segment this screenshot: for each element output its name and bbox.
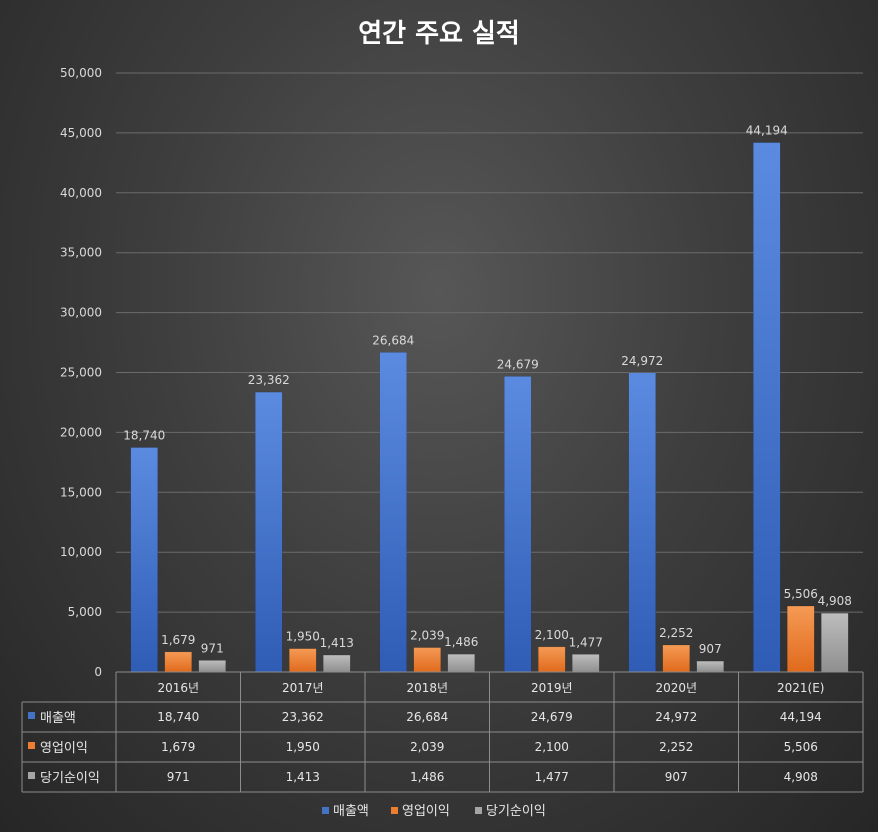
table-cell: 18,740: [157, 710, 199, 724]
data-label: 18,740: [123, 428, 165, 442]
category-label: 2019년: [531, 681, 573, 695]
table-cell: 44,194: [780, 710, 822, 724]
legend-label: 영업이익: [402, 804, 450, 819]
data-label: 2,252: [659, 626, 693, 640]
data-label: 1,413: [320, 636, 354, 650]
legend-key: [475, 807, 482, 814]
bar: [572, 654, 600, 673]
table-cell: 2,252: [659, 740, 693, 754]
y-axis-ticks: 0 5,000 10,000 15,000 20,000 25,000 30,000 35,0…: [60, 66, 102, 679]
table-cell: 4,908: [784, 770, 818, 784]
table-cell: 23,362: [282, 710, 324, 724]
data-label: 4,908: [818, 594, 852, 608]
table-cell: 1,679: [161, 740, 195, 754]
category-label: 2018년: [406, 681, 448, 695]
y-tick-label: 50,000: [60, 66, 102, 80]
bar: [504, 376, 532, 673]
table-legend-key: [28, 712, 35, 719]
table-series-label: 당기순이익: [40, 771, 100, 786]
data-label: 1,477: [569, 635, 603, 649]
bar: [821, 612, 849, 673]
data-label: 2,039: [410, 629, 444, 643]
table-cell: 24,679: [531, 710, 573, 724]
y-tick-label: 40,000: [60, 186, 102, 200]
y-tick-label: 5,000: [68, 605, 102, 619]
data-label: 907: [699, 642, 722, 656]
data-labels: 18,740 1,679 971 23,362 1,950 1,413 26,684 2,03…: [123, 124, 852, 657]
table-cell: 1,486: [410, 770, 444, 784]
data-label: 44,194: [746, 124, 788, 138]
data-label: 1,679: [161, 633, 195, 647]
table-legend-key: [28, 742, 35, 749]
legend-label: 당기순이익: [486, 804, 546, 819]
category-label: 2017년: [282, 681, 324, 695]
data-label: 2,100: [535, 628, 569, 642]
gridlines: [116, 72, 863, 613]
data-label: 971: [201, 641, 224, 655]
y-tick-label: 45,000: [60, 126, 102, 140]
legend-key: [391, 807, 398, 814]
bar: [696, 660, 724, 673]
y-tick-label: 20,000: [60, 425, 102, 439]
bar: [130, 447, 158, 673]
y-tick-label: 15,000: [60, 485, 102, 499]
data-label: 5,506: [784, 587, 818, 601]
table-cell: 5,506: [784, 740, 818, 754]
bar: [413, 647, 441, 673]
bars: [130, 142, 849, 673]
bar: [379, 352, 407, 673]
y-tick-label: 25,000: [60, 366, 102, 380]
table-cell: 1,950: [286, 740, 320, 754]
category-label: 2021(E): [777, 681, 824, 695]
table-series-label: 영업이익: [40, 741, 88, 756]
table-cell: 1,477: [535, 770, 569, 784]
bar: [164, 651, 192, 673]
table-cell: 971: [167, 770, 190, 784]
data-label: 1,950: [286, 630, 320, 644]
legend: 매출액 영업이익 당기순이익: [322, 804, 546, 819]
y-tick-label: 30,000: [60, 306, 102, 320]
bar: [255, 391, 283, 673]
table-cell: 2,039: [410, 740, 444, 754]
bar: [198, 660, 226, 673]
bar: [538, 646, 566, 673]
bar: [662, 644, 690, 673]
data-label: 26,684: [372, 333, 414, 347]
y-tick-label: 0: [94, 665, 102, 679]
category-label: 2020년: [655, 681, 697, 695]
data-label: 23,362: [248, 373, 290, 387]
y-tick-label: 10,000: [60, 545, 102, 559]
data-table: 2016년 2017년 2018년 2019년 2020년 2021(E) 매출액 18,74…: [21, 671, 864, 793]
bar: [787, 605, 815, 673]
category-label: 2016년: [157, 681, 199, 695]
bar: [447, 653, 475, 673]
y-tick-label: 35,000: [60, 246, 102, 260]
table-cell: 1,413: [286, 770, 320, 784]
chart-title: 연간 주요 실적: [358, 19, 520, 49]
data-label: 1,486: [444, 635, 478, 649]
table-cell: 26,684: [406, 710, 448, 724]
bar: [289, 648, 317, 673]
legend-key: [322, 807, 329, 814]
data-label: 24,972: [621, 354, 663, 368]
bar: [323, 654, 351, 673]
table-legend-key: [28, 772, 35, 779]
bar: [753, 142, 781, 673]
table-cell: 24,972: [655, 710, 697, 724]
legend-label: 매출액: [333, 804, 369, 819]
data-label: 24,679: [497, 357, 539, 371]
table-cell: 2,100: [535, 740, 569, 754]
table-series-label: 매출액: [40, 711, 76, 726]
table-cell: 907: [665, 770, 688, 784]
bar: [628, 372, 656, 673]
